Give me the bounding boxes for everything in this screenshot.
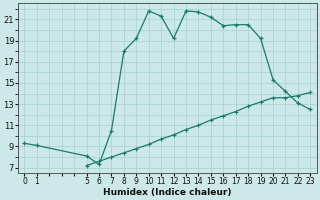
X-axis label: Humidex (Indice chaleur): Humidex (Indice chaleur) <box>103 188 232 197</box>
